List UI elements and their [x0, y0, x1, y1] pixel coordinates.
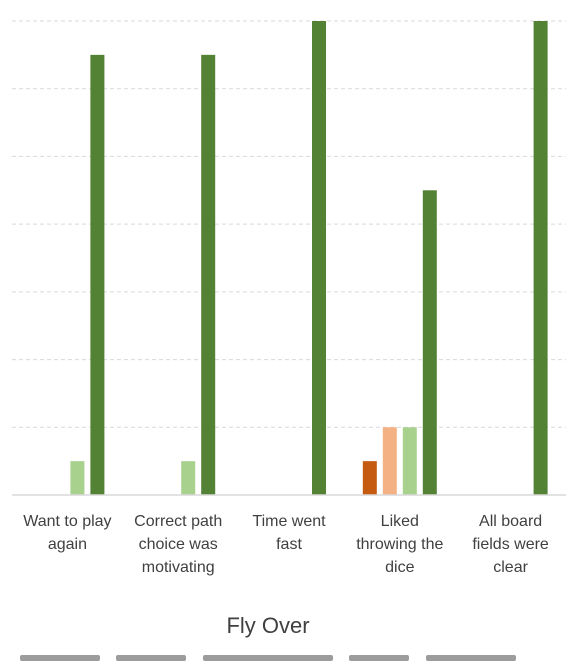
category-label-line: Want to play: [23, 513, 111, 530]
bar: [362, 461, 377, 495]
bar: [312, 21, 326, 495]
category-label-line: dice: [385, 559, 414, 576]
category-label-line: choice was: [139, 536, 218, 553]
category-label: Want to play again: [23, 513, 111, 553]
cropped-caption-fragment: [0, 646, 580, 661]
bar: [70, 461, 85, 495]
bar: [201, 54, 216, 495]
bar: [422, 190, 437, 496]
category-label-line: All board: [479, 513, 542, 530]
bar: [402, 427, 417, 495]
bar: [181, 461, 196, 495]
category-label-line: Liked: [381, 513, 419, 530]
bar: [533, 21, 548, 495]
category-label: Liked throwing the dice: [356, 513, 443, 576]
category-label-line: motivating: [142, 559, 215, 576]
bar: [90, 54, 105, 495]
bar: [382, 427, 397, 495]
category-label-line: fields were: [472, 536, 549, 553]
category-label-line: Correct path: [134, 513, 222, 530]
category-labels: Want to play again Correct path choice was m…: [23, 513, 549, 576]
bars: [70, 21, 548, 496]
category-label-line: fast: [276, 536, 302, 553]
category-label-line: throwing the: [356, 536, 443, 553]
category-label-line: again: [48, 536, 87, 553]
category-label: All board fields were clear: [472, 513, 549, 576]
category-label: Time went fast: [252, 513, 326, 553]
category-label-line: clear: [493, 559, 528, 576]
category-label-line: Time went: [252, 513, 326, 530]
chart-title: Fly Over: [226, 613, 309, 638]
category-label: Correct path choice was motivating: [134, 513, 222, 576]
